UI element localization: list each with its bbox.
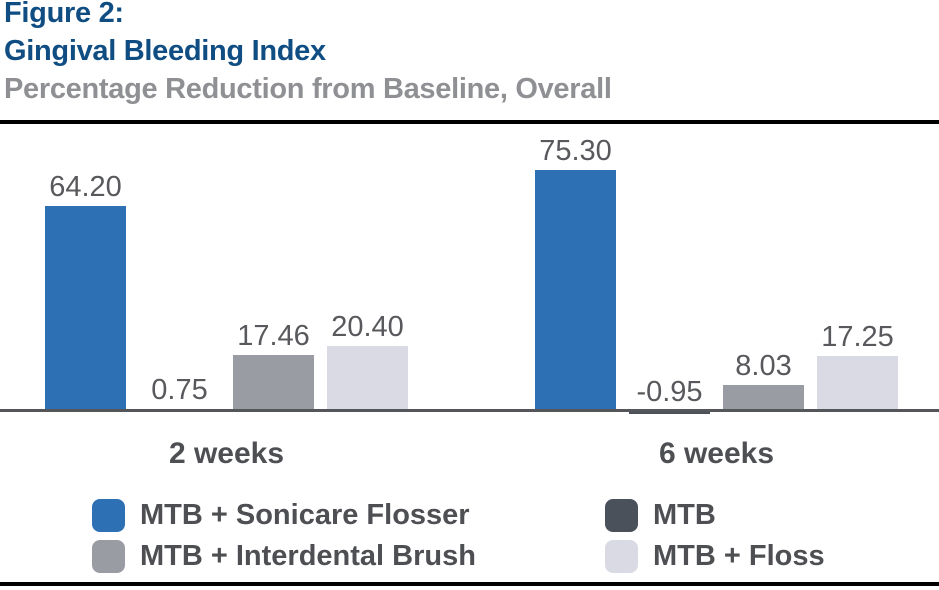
legend-label-mtb-interdental-brush: MTB + Interdental Brush [140,540,476,572]
value-label-mtb-interdental-brush-6-weeks: 8.03 [735,350,792,383]
legend-swatch-mtb-sonicare-flosser [92,499,125,532]
bar-mtb-sonicare-flosser-6-weeks [535,170,616,411]
value-label-mtb-floss-6-weeks: 17.25 [821,320,894,353]
legend-swatch-mtb-floss [605,540,638,573]
value-label-mtb-interdental-brush-2-weeks: 17.46 [237,320,310,353]
x-axis-baseline [0,409,939,412]
value-label-mtb-6-weeks: -0.95 [636,376,703,408]
category-label-6-weeks: 6 weeks [658,437,775,470]
bar-mtb-floss-6-weeks [817,355,898,411]
figure-number-title: Figure 2: [4,0,124,29]
figure-subtitle: Percentage Reduction from Baseline, Over… [4,73,612,105]
bar-mtb-interdental-brush-2-weeks [233,355,314,411]
bottom-divider-line [0,582,939,586]
value-label-mtb-sonicare-flosser-2-weeks: 64.20 [49,170,122,203]
value-label-mtb-sonicare-flosser-6-weeks: 75.30 [539,135,612,168]
legend-label-mtb: MTB [653,499,716,531]
value-label-mtb-2-weeks: 0.75 [151,373,208,406]
legend-label-mtb-floss: MTB + Floss [653,540,825,572]
legend-item-mtb-floss: MTB + Floss [605,540,825,573]
bar-mtb-6-weeks [629,411,710,415]
top-divider-line [0,120,939,124]
bar-mtb-interdental-brush-6-weeks [723,385,804,411]
legend-item-mtb: MTB [605,499,716,532]
legend-swatch-mtb-interdental-brush [92,540,125,573]
bar-mtb-floss-2-weeks [327,345,408,411]
legend-label-mtb-sonicare-flosser: MTB + Sonicare Flosser [140,499,470,531]
legend-swatch-mtb [605,499,638,532]
category-label-2-weeks: 2 weeks [168,437,285,470]
figure-main-title: Gingival Bleeding Index [4,35,326,67]
legend-item-mtb-interdental-brush: MTB + Interdental Brush [92,540,476,573]
value-label-mtb-floss-2-weeks: 20.40 [331,310,404,343]
figure-header: Figure 2: Gingival Bleeding Index Percen… [4,0,612,108]
legend-item-mtb-sonicare-flosser: MTB + Sonicare Flosser [92,499,470,532]
bar-mtb-sonicare-flosser-2-weeks [45,205,126,411]
